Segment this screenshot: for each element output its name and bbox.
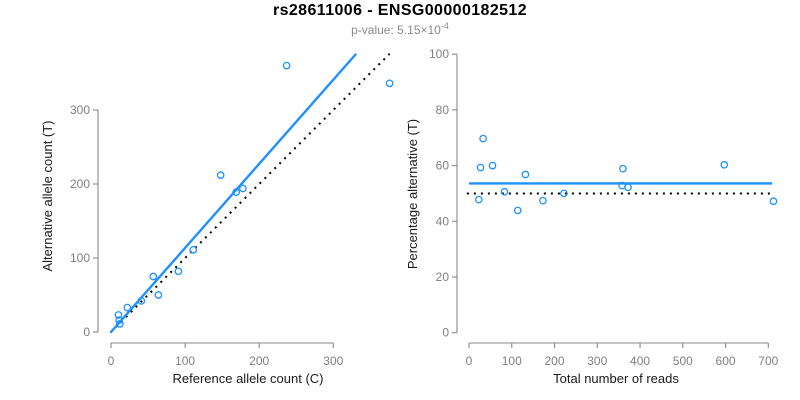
- y-tick-label: 20: [436, 270, 450, 284]
- data-point-circle: [115, 316, 124, 325]
- data-point-circle: [513, 206, 522, 215]
- y-tick-label: 200: [70, 177, 90, 191]
- data-point-circle: [720, 160, 729, 169]
- pvalue-text: p-value: 5.15×10: [351, 23, 441, 37]
- x-tick-label: 500: [673, 354, 693, 368]
- left-scatter-panel: Reference allele count (C) Alternative a…: [40, 53, 394, 386]
- data-point-circle: [479, 134, 487, 143]
- y-tick-label: 300: [70, 103, 90, 117]
- right-panel-plot-area: 0 100 200 300 400 500 600 700 0 20 40 60 80 100: [429, 47, 779, 368]
- y-tick-label: 100: [70, 251, 90, 265]
- data-point-circle: [116, 320, 124, 328]
- data-point-circle: [500, 187, 509, 196]
- y-tick-label: 0: [83, 325, 90, 339]
- data-point-circle: [521, 170, 530, 179]
- data-point-circle: [769, 197, 778, 206]
- data-point-circle: [239, 184, 247, 193]
- x-tick-label: 600: [716, 354, 736, 368]
- data-point-circle: [174, 267, 183, 276]
- data-point-circle: [189, 246, 198, 254]
- x-tick-label: 100: [502, 354, 522, 368]
- x-tick-label: 200: [545, 354, 565, 368]
- y-tick-label: 100: [429, 47, 449, 61]
- x-tick-label: 700: [758, 354, 778, 368]
- right-scatter-panel: Total number of reads Percentage alterna…: [405, 47, 779, 386]
- x-tick-label: 0: [466, 354, 473, 368]
- data-point-circle: [232, 188, 241, 196]
- y-tick-label: 0: [442, 326, 449, 340]
- data-point-circle: [137, 297, 146, 305]
- pvalue-exponent: -4: [440, 21, 449, 31]
- x-tick-label: 400: [630, 354, 650, 368]
- x-tick-label: 300: [587, 354, 607, 368]
- data-point-circle: [282, 61, 291, 70]
- data-point-circle: [624, 183, 632, 192]
- data-point-circle: [488, 161, 497, 170]
- right-yaxis-label: Percentage alternative (T): [405, 119, 420, 269]
- figure-title: rs28611006 - ENSG00000182512: [272, 2, 528, 19]
- figure-subtitle: p-value: 5.15×10-4: [0, 21, 800, 37]
- data-point-circle: [123, 303, 132, 312]
- y-tick-label: 40: [436, 214, 450, 228]
- left-xaxis-label: Reference allele count (C): [172, 371, 323, 386]
- data-point-circle: [114, 311, 123, 319]
- data-point-circle: [216, 171, 225, 179]
- data-point-circle: [539, 196, 547, 205]
- right-xaxis-label: Total number of reads: [553, 371, 679, 386]
- y-tick-label: 80: [436, 103, 450, 117]
- data-point-circle: [474, 195, 483, 204]
- identity-line: [110, 53, 391, 333]
- data-point-circle: [154, 291, 163, 299]
- data-point-circle: [476, 163, 485, 172]
- data-point-circle: [560, 189, 568, 198]
- data-point-circle: [385, 79, 394, 88]
- left-yaxis-label: Alternative allele count (T): [40, 120, 55, 271]
- x-tick-label: 300: [323, 354, 343, 368]
- data-point-circle: [149, 272, 158, 281]
- x-tick-label: 200: [249, 354, 269, 368]
- x-tick-label: 0: [108, 354, 115, 368]
- x-tick-label: 100: [175, 354, 195, 368]
- data-point-circle: [619, 164, 627, 173]
- left-panel-plot-area: 0 100 200 300 0 100 200 300: [70, 53, 394, 368]
- y-tick-label: 60: [436, 159, 450, 173]
